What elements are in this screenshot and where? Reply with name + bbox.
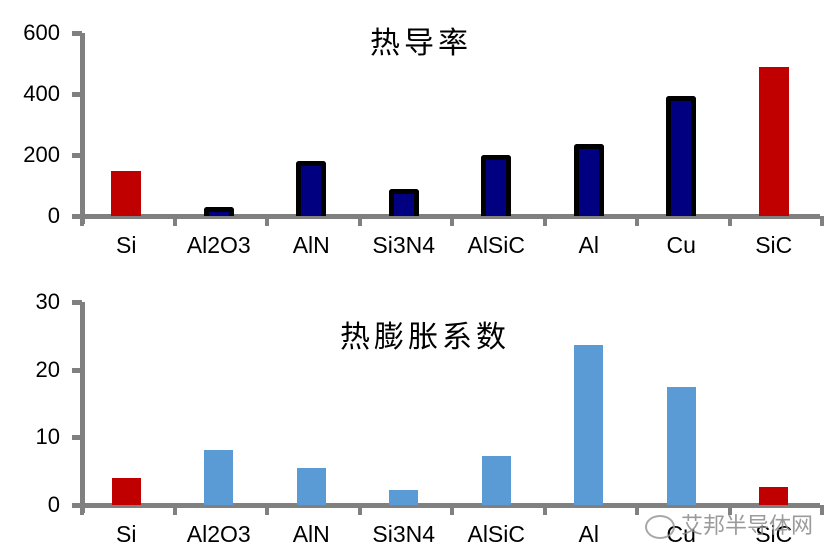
x-tick-label: AlN [292,232,330,258]
thermal-conductivity-chart: 热导率 0 200 400 600 Si Al2O3 AlN Si3N4 AlSiC Al Cu Si… [0,0,827,270]
y-tick [72,31,82,36]
x-tick-label: SiC [755,521,793,547]
bar-aln [296,161,327,216]
x-tick [542,505,547,515]
x-tick [80,505,84,515]
bar-sic [759,486,789,505]
x-tick [450,216,454,226]
x-tick-label: Al2O3 [186,521,251,547]
x-tick [542,216,547,226]
y-tick [72,435,82,441]
y-tick-label: 400 [23,81,60,106]
bar-si [111,477,141,505]
bar-si [111,170,142,216]
x-tick-label: Si3N4 [372,232,436,258]
x-tick [820,216,824,226]
y-tick-label: 20 [35,356,60,382]
y-tick-label: 0 [47,492,60,517]
x-tick-label: AlSiC [467,521,525,547]
y-axis [80,302,85,513]
y-tick [72,214,82,219]
x-tick [357,505,362,515]
x-tick-label: Al [578,521,599,547]
x-tick-label: Si [116,521,137,547]
x-tick [80,216,84,226]
bar-al [573,144,604,216]
bar-cu [666,95,697,216]
x-tick [265,505,269,515]
bar-sic [758,66,789,216]
x-tick-label: Al2O3 [186,232,251,258]
x-tick-label: Si [116,232,137,258]
x-tick [172,505,177,515]
x-tick-label: Si3N4 [372,521,436,547]
bar-cu [666,386,696,505]
x-tick [727,505,732,515]
y-tick-label: 600 [23,20,60,45]
y-tick [72,503,82,508]
y-tick [72,153,82,158]
y-tick [72,300,82,305]
bar-al2o3 [203,206,234,216]
x-tick [172,216,177,226]
wechat-icon [645,515,675,540]
x-tick [820,505,824,515]
y-tick [72,367,82,373]
x-tick [450,505,454,515]
x-tick-label: SiC [755,232,793,258]
bar-si3n4 [388,188,419,216]
x-tick [727,216,732,226]
x-tick [635,216,639,226]
bar-alsic [481,155,512,216]
bar-aln [296,467,326,505]
x-tick-label: AlN [292,521,330,547]
y-axis [80,33,85,224]
y-tick-label: 10 [35,424,60,450]
y-tick-label: 0 [47,203,60,228]
bar-al [574,345,604,505]
x-tick-label: Al [578,232,599,258]
chart-title: 热膨胀系数 [340,320,510,355]
bar-alsic [481,455,511,505]
x-tick [635,505,639,515]
x-tick-label: Cu [666,232,696,258]
watermark: 艾邦半导体网 [645,508,813,540]
x-tick [357,216,362,226]
x-tick-label: AlSiC [467,232,525,258]
bar-al2o3 [204,450,234,505]
y-tick [72,92,82,97]
bar-si3n4 [389,490,419,505]
y-tick-label: 200 [23,142,60,167]
y-tick-label: 30 [35,289,60,314]
chart-title: 热导率 [370,26,472,61]
x-tick [265,216,269,226]
